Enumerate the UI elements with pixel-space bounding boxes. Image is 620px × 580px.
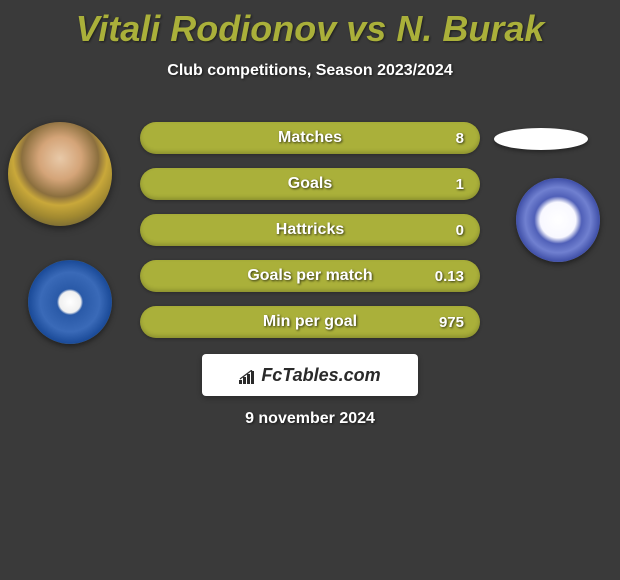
stat-value: 0.13 (435, 268, 464, 285)
stat-row: Min per goal 975 (140, 306, 480, 338)
stat-label: Matches (278, 129, 342, 147)
stat-label: Goals per match (247, 267, 372, 285)
stat-value: 0 (456, 222, 464, 239)
club-badge-left (28, 260, 112, 344)
stat-label: Goals (288, 175, 332, 193)
snapshot-date: 9 november 2024 (0, 410, 620, 428)
comparison-title: Vitali Rodionov vs N. Burak (0, 0, 620, 50)
player-right-placeholder (494, 128, 588, 150)
player-left-avatar (8, 122, 112, 226)
stat-row: Goals per match 0.13 (140, 260, 480, 292)
stat-row: Hattricks 0 (140, 214, 480, 246)
stat-row: Matches 8 (140, 122, 480, 154)
stat-value: 1 (456, 176, 464, 193)
chart-icon (239, 368, 257, 382)
club-badge-right (516, 178, 600, 262)
stat-value: 975 (439, 314, 464, 331)
fctables-logo[interactable]: FcTables.com (202, 354, 418, 396)
stat-value: 8 (456, 130, 464, 147)
logo-label: FcTables.com (261, 365, 380, 386)
stats-container: Matches 8 Goals 1 Hattricks 0 Goals per … (140, 122, 480, 352)
season-subtitle: Club competitions, Season 2023/2024 (0, 62, 620, 80)
stat-label: Hattricks (276, 221, 344, 239)
logo-text: FcTables.com (239, 365, 380, 386)
stat-row: Goals 1 (140, 168, 480, 200)
stat-label: Min per goal (263, 313, 357, 331)
